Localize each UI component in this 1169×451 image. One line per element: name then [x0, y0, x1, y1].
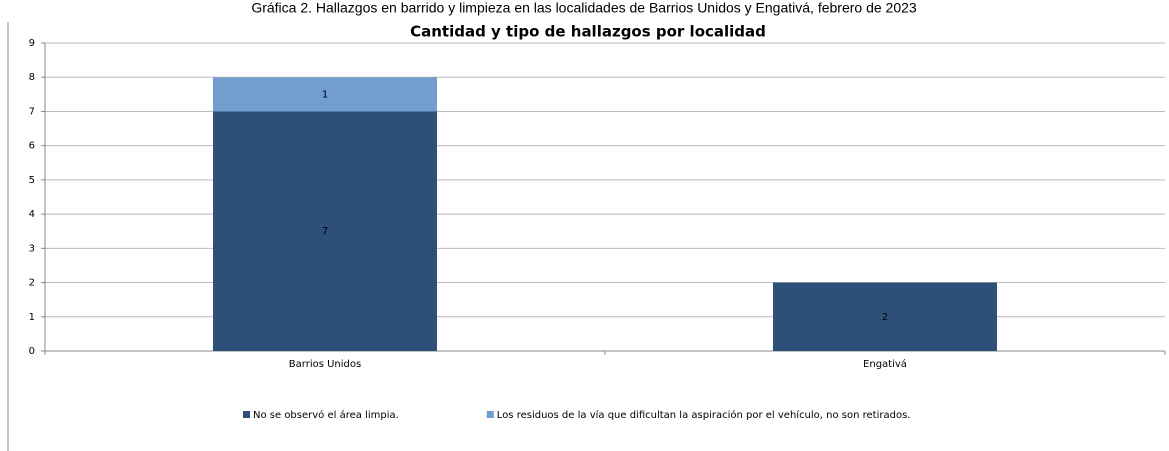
legend-swatch	[243, 411, 250, 418]
y-tick-label: 2	[29, 278, 35, 289]
data-label: 2	[882, 312, 888, 323]
y-tick-label: 7	[29, 106, 35, 117]
bar-segment	[213, 77, 437, 112]
x-tick-label: Barrios Unidos	[289, 359, 361, 370]
y-tick-label: 9	[29, 38, 35, 49]
data-label: 7	[322, 226, 328, 237]
legend-label: No se observó el área limpia.	[253, 409, 399, 421]
y-tick-label: 1	[29, 312, 35, 323]
y-tick-label: 0	[29, 346, 35, 357]
y-tick-label: 4	[29, 209, 35, 220]
data-label: 1	[322, 89, 328, 100]
bar-segment	[773, 282, 997, 351]
bar-segment	[213, 111, 437, 351]
y-tick-label: 8	[29, 72, 35, 83]
chart-title: Cantidad y tipo de hallazgos por localid…	[410, 23, 766, 41]
caption: Gráfica 2. Hallazgos en barrido y limpie…	[251, 0, 917, 16]
y-tick-label: 5	[29, 175, 35, 186]
legend-swatch	[486, 411, 494, 418]
legend-label: Los residuos de la vía que dificultan la…	[497, 409, 911, 421]
y-tick-label: 3	[29, 243, 35, 254]
y-tick-label: 6	[29, 141, 35, 152]
x-tick-label: Engativá	[863, 358, 907, 370]
